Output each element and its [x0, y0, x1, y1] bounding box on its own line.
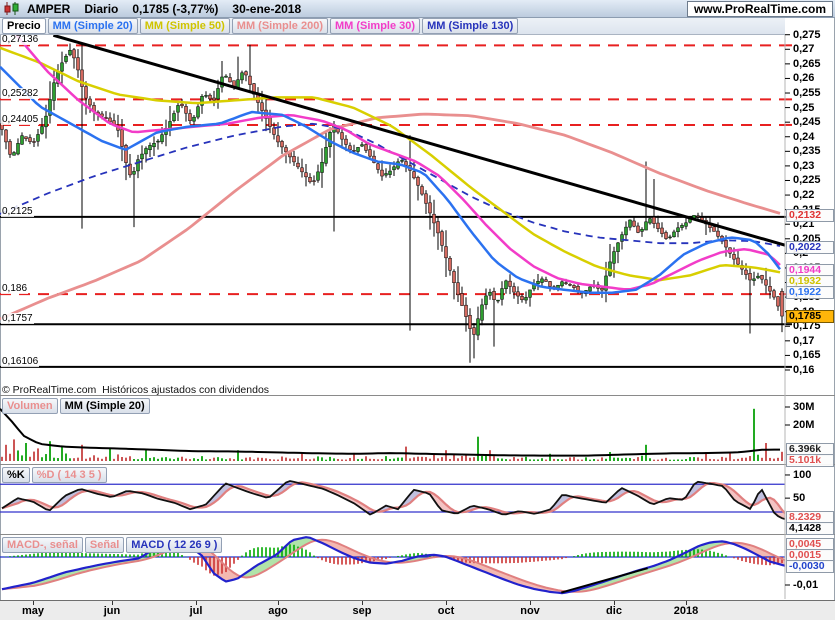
- price-axis-label: 0,26: [793, 72, 815, 85]
- level-price-label: 0,25282: [1, 88, 40, 100]
- month-label: 2018: [673, 605, 699, 617]
- month-label: jul: [189, 605, 203, 617]
- month-tick: [686, 601, 687, 605]
- price-legend-chip-mm-simple-30[interactable]: MM (Simple 30): [329, 17, 421, 34]
- price-axis-label: 0,225: [793, 174, 821, 187]
- month-label: jun: [103, 605, 121, 617]
- price-axis-label: 0,22: [793, 189, 815, 202]
- stoch-value-box: 4,1428: [786, 522, 834, 536]
- price-axis-label: 0,275: [793, 28, 821, 41]
- month-tick: [362, 601, 363, 605]
- symbol-label: AMPER: [27, 1, 71, 16]
- level-price-label: 0,16106: [1, 355, 40, 367]
- month-tick: [446, 601, 447, 605]
- price-axis-label: 0,16: [793, 363, 815, 376]
- month-tick: [33, 601, 34, 605]
- price-legend-chip-mm-simple-130[interactable]: MM (Simple 130): [422, 17, 519, 34]
- price-axis-label: 0,175: [793, 320, 821, 333]
- price-axis-label: 0,265: [793, 57, 821, 70]
- candlestick-icon: [3, 2, 21, 15]
- price-axis-label: 0,255: [793, 87, 821, 100]
- volume-legend-chip-mm-simple-20[interactable]: MM (Simple 20): [59, 398, 150, 414]
- time-axis: may jun jul ago sep oct nov dic 2018: [0, 600, 835, 620]
- price-legend-chip-mm-simple-200[interactable]: MM (Simple 200): [231, 17, 328, 34]
- price-axis-label: 0,24: [793, 130, 815, 143]
- month-tick: [614, 601, 615, 605]
- month-tick: [112, 601, 113, 605]
- price-axis-label: 0,25: [793, 101, 815, 114]
- level-price-label: 0,186: [1, 283, 29, 295]
- price-axis-label: 0,17: [793, 334, 815, 347]
- month-label: may: [21, 605, 45, 617]
- macd-axis-label: -0,01: [793, 579, 819, 591]
- stoch-legend-chip-%d-14-3-5[interactable]: %D ( 14 3 5 ): [31, 467, 107, 483]
- month-label: ago: [268, 605, 288, 617]
- level-price-label: 0,27136: [1, 34, 40, 46]
- last-price-box: 0,1785: [786, 310, 834, 324]
- timeframe-label: Diario: [84, 1, 119, 16]
- ma-value-box: 0,2132: [786, 208, 834, 222]
- macd-value-box: -0,0030: [786, 560, 834, 574]
- volume-axis-label: 20M: [793, 419, 815, 431]
- copyright-note: © ProRealTime.com Históricos ajustados c…: [2, 384, 270, 396]
- website-link[interactable]: www.ProRealTime.com: [686, 0, 833, 17]
- price-axis-label: 0,245: [793, 116, 821, 129]
- month-label: nov: [520, 605, 540, 617]
- date-label: 30-ene-2018: [232, 1, 302, 16]
- month-label: oct: [437, 605, 455, 617]
- level-price-label: 0,2125: [1, 205, 34, 217]
- ma-value-box: 0,1922: [786, 285, 834, 299]
- month-tick: [530, 601, 531, 605]
- price-change-label: 0,1785 (-3,77%): [132, 1, 219, 16]
- price-axis-label: 0,23: [793, 159, 815, 172]
- price-legend-chip-precio[interactable]: Precio: [2, 17, 46, 34]
- volume-value-box: 5.101k: [786, 454, 834, 468]
- price-legend-chip-mm-simple-20[interactable]: MM (Simple 20): [47, 17, 138, 34]
- macd-legend-chip-macd-se-al[interactable]: MACD-, señal: [2, 537, 83, 553]
- volume-axis-label: 30M: [793, 401, 815, 413]
- price-legend-chip-mm-simple-50[interactable]: MM (Simple 50): [139, 17, 230, 34]
- price-axis-label: 0,165: [793, 349, 821, 362]
- macd-legend-bar: MACD-, señal Señal MACD ( 12 26 9 ): [2, 537, 224, 553]
- ma-value-box: 0,2022: [786, 240, 834, 254]
- month-label: sep: [352, 605, 372, 617]
- volume-legend-bar: Volumen MM (Simple 20): [2, 398, 152, 414]
- month-tick: [278, 601, 279, 605]
- macd-legend-chip-se-al[interactable]: Señal: [84, 537, 125, 553]
- price-legend-bar: Precio MM (Simple 20) MM (Simple 50) MM (Si…: [0, 17, 785, 35]
- level-price-label: 0,24405: [1, 113, 40, 125]
- month-label: dic: [606, 605, 622, 617]
- stochastic-legend-bar: %K %D ( 14 3 5 ): [2, 467, 109, 483]
- ma-value-box: 0,1944: [786, 263, 834, 277]
- stoch-axis-label: 50: [793, 492, 806, 505]
- volume-legend-chip-volumen[interactable]: Volumen: [2, 398, 58, 414]
- stoch-legend-chip-%k[interactable]: %K: [2, 467, 30, 483]
- month-tick: [196, 601, 197, 605]
- level-price-label: 0,1757: [1, 313, 34, 325]
- stoch-axis-label: 100: [793, 468, 812, 481]
- price-axis-label: 0,27: [793, 43, 815, 56]
- price-axis-label: 0,235: [793, 145, 821, 158]
- macd-legend-chip-macd-12-26-9[interactable]: MACD ( 12 26 9 ): [126, 537, 223, 553]
- title-bar: AMPER Diario 0,1785 (-3,77%) 30-ene-2018…: [0, 0, 835, 18]
